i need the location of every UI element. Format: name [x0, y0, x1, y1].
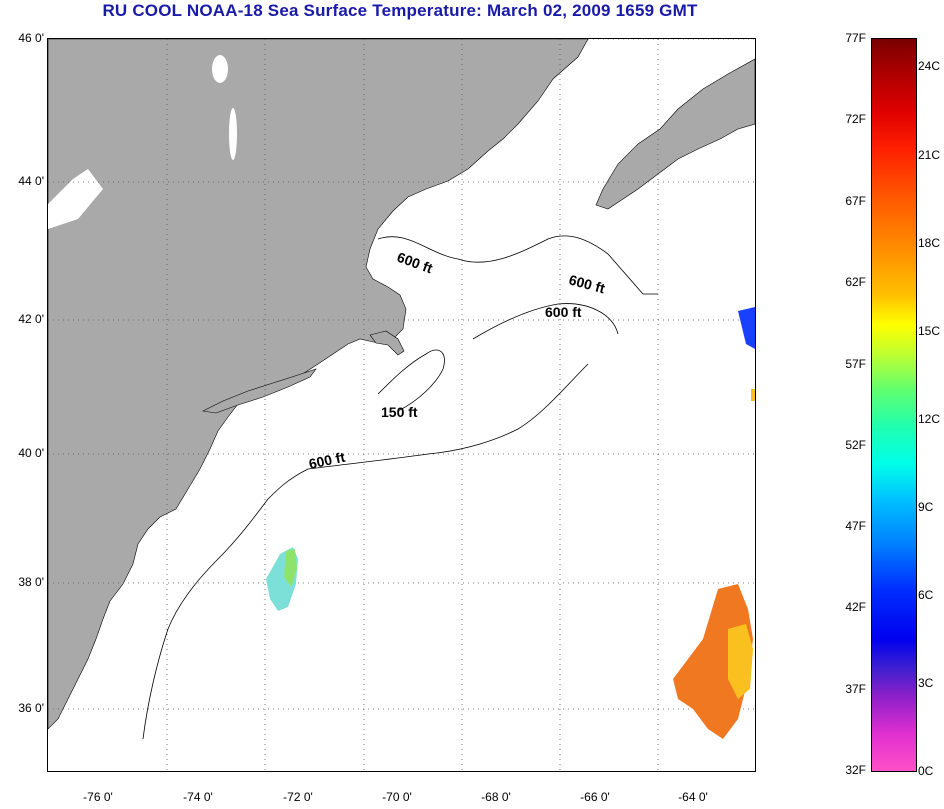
- colorbar-f-label: 37F: [845, 682, 866, 696]
- colorbar-f-label: 57F: [845, 357, 866, 371]
- lon-label: -74 0': [183, 790, 213, 804]
- lon-label: -76 0': [83, 790, 113, 804]
- lake-champlain-region: [48, 169, 103, 229]
- colorbar-f-label: 77F: [845, 31, 866, 45]
- colorbar-f-label: 47F: [845, 519, 866, 533]
- colorbar-c-label: 9C: [918, 500, 934, 514]
- land-cape-cod: [369, 330, 405, 356]
- lon-label: -72 0': [283, 790, 313, 804]
- land-long-island: [202, 368, 317, 414]
- colorbar-c-label: 24C: [918, 59, 941, 73]
- colorbar-f-label: 67F: [845, 194, 866, 208]
- grid-lines: [48, 39, 755, 771]
- sst-patch-small: [751, 389, 755, 401]
- colorbar-c-label: 15C: [918, 324, 941, 338]
- colorbar-c-label: 18C: [918, 236, 941, 250]
- contour-label: 600 ft: [545, 304, 582, 320]
- lat-label: 44 0': [18, 174, 44, 188]
- sst-patch-warm-eddy-edge: [284, 549, 297, 587]
- colorbar-f-label: 52F: [845, 438, 866, 452]
- map-panel[interactable]: 600 ft 600 ft 600 ft 150 ft 600 ft: [47, 38, 756, 772]
- contour-label: 600 ft: [395, 249, 435, 277]
- map-title: RU COOL NOAA-18 Sea Surface Temperature:…: [102, 1, 698, 20]
- lake-1: [212, 55, 228, 83]
- colorbar-f-label: 42F: [845, 600, 866, 614]
- colorbar-f-label: 62F: [845, 275, 866, 289]
- contour-label: 600 ft: [567, 271, 607, 296]
- colorbar-f-label: 32F: [845, 763, 866, 777]
- lat-label: 38 0': [18, 575, 44, 589]
- lake-2: [229, 108, 237, 160]
- lon-label: -64 0': [678, 790, 708, 804]
- sst-map: 600 ft 600 ft 600 ft 150 ft 600 ft: [48, 39, 755, 771]
- sst-patch-gulfstream-core: [728, 624, 753, 699]
- colorbar-f-label: 72F: [845, 112, 866, 126]
- colorbar-c-label: 12C: [918, 412, 941, 426]
- bathymetry-contours: [142, 235, 658, 740]
- lat-label: 42 0': [18, 312, 44, 326]
- lat-label: 36 0': [18, 701, 44, 715]
- colorbar-c-label: 6C: [918, 588, 934, 602]
- land-us-coast: [48, 39, 589, 730]
- colorbar-c-label: 0C: [918, 764, 934, 778]
- sst-patch-gulfstream: [673, 584, 753, 739]
- contour-label: 150 ft: [381, 404, 418, 420]
- colorbar-c-label: 3C: [918, 676, 934, 690]
- lat-label: 46 0': [18, 31, 44, 45]
- lat-label: 40 0': [18, 446, 44, 460]
- colorbar-c-label: 21C: [918, 148, 941, 162]
- temperature-colorbar: [871, 38, 917, 772]
- lon-label: -70 0': [382, 790, 412, 804]
- lon-label: -66 0': [580, 790, 610, 804]
- land-nova-scotia: [595, 58, 755, 210]
- lon-label: -68 0': [481, 790, 511, 804]
- contour-label: 600 ft: [307, 449, 346, 472]
- sst-patch-east: [738, 307, 755, 349]
